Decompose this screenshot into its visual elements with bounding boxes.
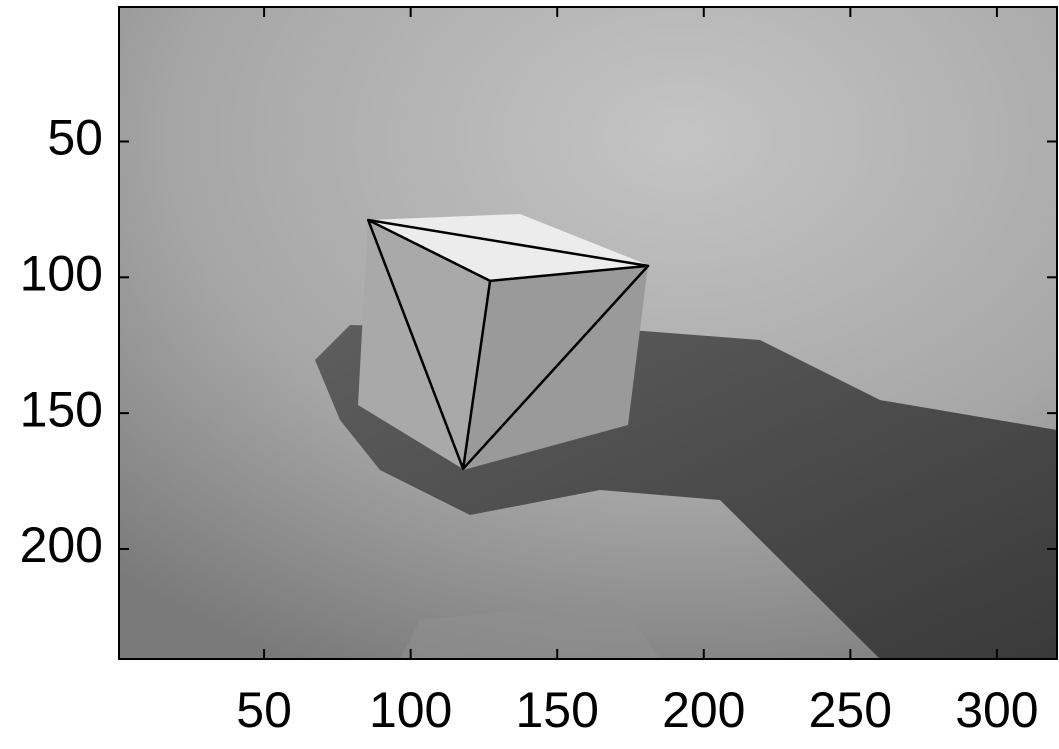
page: {"chart_data": {"type": "image", "xlim":… <box>0 0 1059 749</box>
x-tick-label: 150 <box>516 682 599 738</box>
chart: 50 100 150 200 250 300 50 100 150 200 <box>0 0 1059 749</box>
x-tick-label: 100 <box>369 682 452 738</box>
x-tick-label: 200 <box>662 682 745 738</box>
x-tick-label: 300 <box>955 682 1038 738</box>
y-tick-label: 150 <box>20 381 103 437</box>
y-tick-label: 100 <box>20 246 103 302</box>
y-tick-label: 50 <box>47 110 103 166</box>
x-tick-label: 50 <box>236 682 292 738</box>
x-tick-label: 250 <box>809 682 892 738</box>
y-tick-label: 200 <box>20 517 103 573</box>
